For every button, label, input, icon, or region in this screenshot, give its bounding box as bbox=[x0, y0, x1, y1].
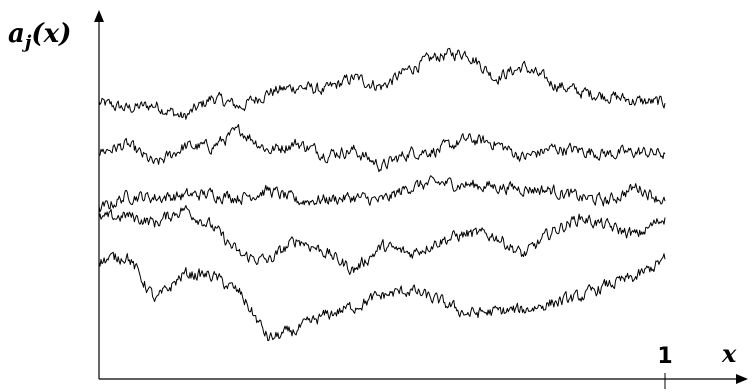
series-line-1 bbox=[98, 47, 666, 120]
series-line-3 bbox=[98, 175, 666, 213]
axes bbox=[94, 10, 748, 384]
series-line-2 bbox=[98, 124, 666, 173]
x-axis-label: x bbox=[721, 339, 737, 368]
ticks-group: 1 bbox=[657, 344, 673, 389]
x-tick-label-1: 1 bbox=[657, 344, 672, 369]
y-axis-arrowhead bbox=[94, 10, 104, 22]
y-axis-label: aj(x) bbox=[8, 19, 71, 53]
series-line-5 bbox=[98, 251, 666, 341]
series-group bbox=[98, 47, 666, 341]
series-line-4 bbox=[98, 205, 666, 275]
x-axis-arrowhead bbox=[736, 374, 748, 384]
